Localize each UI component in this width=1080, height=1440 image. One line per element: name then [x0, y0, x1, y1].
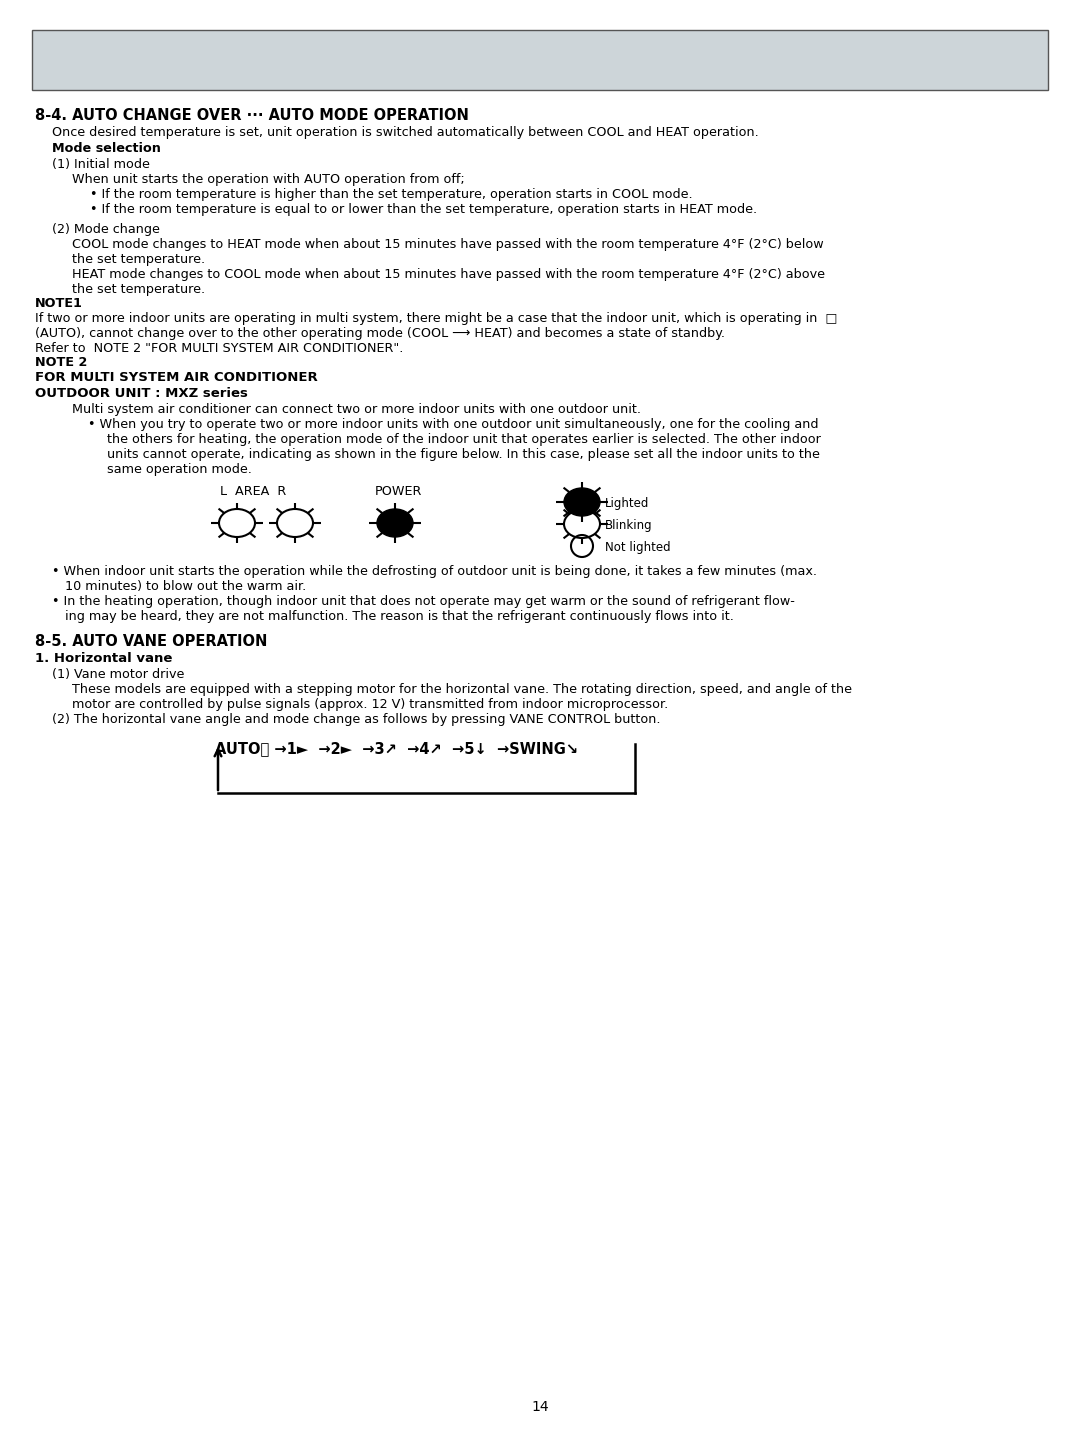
Text: (2) The horizontal vane angle and mode change as follows by pressing VANE CONTRO: (2) The horizontal vane angle and mode c…	[52, 713, 661, 726]
Text: If two or more indoor units are operating in multi system, there might be a case: If two or more indoor units are operatin…	[35, 312, 837, 325]
Text: (1) Initial mode: (1) Initial mode	[52, 158, 150, 171]
Text: HEAT mode changes to COOL mode when about 15 minutes have passed with the room t: HEAT mode changes to COOL mode when abou…	[72, 268, 825, 281]
Text: When unit starts the operation with AUTO operation from off;: When unit starts the operation with AUTO…	[72, 173, 464, 186]
Text: motor are controlled by pulse signals (approx. 12 V) transmitted from indoor mic: motor are controlled by pulse signals (a…	[72, 698, 669, 711]
Text: • If the room temperature is higher than the set temperature, operation starts i: • If the room temperature is higher than…	[90, 189, 692, 202]
Bar	[32, 30, 1048, 89]
Text: • When indoor unit starts the operation while the defrosting of outdoor unit is : • When indoor unit starts the operation …	[52, 564, 816, 577]
Text: Refer to  NOTE 2 "FOR MULTI SYSTEM AIR CONDITIONER".: Refer to NOTE 2 "FOR MULTI SYSTEM AIR CO…	[35, 341, 403, 356]
Text: Not lighted: Not lighted	[605, 541, 671, 554]
Text: Blinking: Blinking	[605, 518, 652, 531]
Text: Lighted: Lighted	[605, 497, 649, 510]
Text: NOTE1: NOTE1	[35, 297, 83, 310]
Ellipse shape	[564, 488, 600, 516]
Text: 8-4. AUTO CHANGE OVER ··· AUTO MODE OPERATION: 8-4. AUTO CHANGE OVER ··· AUTO MODE OPER…	[35, 108, 469, 122]
Text: AUTO⓪ →1►  →2►  →3↗  →4↗  →5↓  →SWING↘: AUTO⓪ →1► →2► →3↗ →4↗ →5↓ →SWING↘	[215, 742, 578, 756]
Text: 1. Horizontal vane: 1. Horizontal vane	[35, 652, 173, 665]
Text: units cannot operate, indicating as shown in the figure below. In this case, ple: units cannot operate, indicating as show…	[107, 448, 820, 461]
Text: (AUTO), cannot change over to the other operating mode (COOL ⟶ HEAT) and becomes: (AUTO), cannot change over to the other …	[35, 327, 725, 340]
Text: the others for heating, the operation mode of the indoor unit that operates earl: the others for heating, the operation mo…	[107, 433, 821, 446]
Text: ing may be heard, they are not malfunction. The reason is that the refrigerant c: ing may be heard, they are not malfuncti…	[65, 611, 734, 624]
Text: These models are equipped with a stepping motor for the horizontal vane. The rot: These models are equipped with a steppin…	[72, 683, 852, 696]
Text: (1) Vane motor drive: (1) Vane motor drive	[52, 668, 185, 681]
Text: 14: 14	[531, 1400, 549, 1414]
Text: FOR MULTI SYSTEM AIR CONDITIONER: FOR MULTI SYSTEM AIR CONDITIONER	[35, 372, 318, 384]
Text: • If the room temperature is equal to or lower than the set temperature, operati: • If the room temperature is equal to or…	[90, 203, 757, 216]
Text: Multi system air conditioner can connect two or more indoor units with one outdo: Multi system air conditioner can connect…	[72, 403, 642, 416]
Text: the set temperature.: the set temperature.	[72, 284, 205, 297]
Text: • When you try to operate two or more indoor units with one outdoor unit simulta: • When you try to operate two or more in…	[87, 418, 819, 431]
Text: same operation mode.: same operation mode.	[107, 464, 252, 477]
Text: • In the heating operation, though indoor unit that does not operate may get war: • In the heating operation, though indoo…	[52, 595, 795, 608]
Text: L  AREA  R: L AREA R	[220, 485, 286, 498]
Text: 10 minutes) to blow out the warm air.: 10 minutes) to blow out the warm air.	[65, 580, 307, 593]
Text: 8-5. AUTO VANE OPERATION: 8-5. AUTO VANE OPERATION	[35, 634, 268, 649]
Text: COOL mode changes to HEAT mode when about 15 minutes have passed with the room t: COOL mode changes to HEAT mode when abou…	[72, 238, 824, 251]
Text: OUTDOOR UNIT : MXZ series: OUTDOOR UNIT : MXZ series	[35, 387, 248, 400]
Text: POWER: POWER	[375, 485, 422, 498]
Text: (2) Mode change: (2) Mode change	[52, 223, 160, 236]
Text: NOTE 2: NOTE 2	[35, 356, 87, 369]
Text: Mode selection: Mode selection	[52, 143, 161, 156]
Ellipse shape	[377, 508, 413, 537]
Text: Once desired temperature is set, unit operation is switched automatically betwee: Once desired temperature is set, unit op…	[52, 125, 759, 140]
Text: the set temperature.: the set temperature.	[72, 253, 205, 266]
